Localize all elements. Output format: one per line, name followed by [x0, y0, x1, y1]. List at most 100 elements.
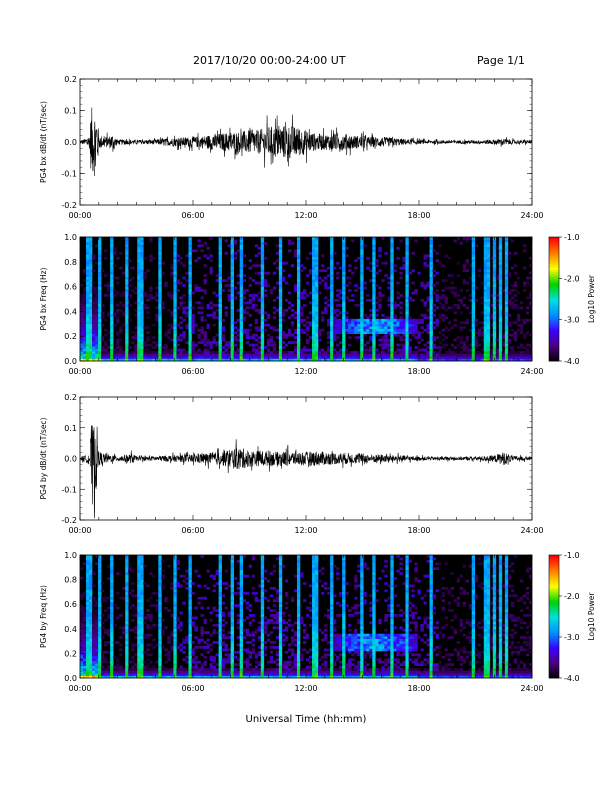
spectrogram-cell: [405, 274, 409, 277]
spectrogram-cell: [98, 572, 102, 575]
spectrogram-cell: [516, 358, 521, 362]
spectrogram-cell: [110, 256, 114, 260]
spectrogram-cell: [330, 241, 334, 245]
spectrogram-cell: [230, 256, 234, 260]
spectrogram-cell: [348, 343, 352, 347]
colorbar-cell: [549, 241, 559, 244]
spectrogram-cell: [251, 336, 256, 339]
spectrogram-cell: [173, 633, 177, 637]
spectrogram-cell: [369, 269, 373, 273]
spectrogram-cell: [125, 564, 129, 568]
spectrogram-cell: [486, 316, 491, 320]
spectrogram-cell: [342, 251, 346, 255]
spectrogram-cell: [95, 668, 99, 671]
spectrogram-cell: [158, 274, 162, 277]
spectrogram-cell: [441, 328, 445, 332]
spectrogram-cell: [89, 338, 93, 342]
spectrogram-cell: [149, 259, 153, 263]
spectrogram-cell: [95, 555, 99, 558]
spectrogram-cell: [263, 318, 268, 322]
spectrogram-cell: [95, 318, 99, 322]
spectrogram-cell: [161, 358, 165, 362]
spectrogram-cell: [110, 254, 114, 258]
spectrogram-cell: [113, 356, 117, 359]
spectrogram-cell: [360, 241, 364, 245]
spectrogram-cell: [492, 348, 497, 352]
spectrogram-cell: [194, 658, 198, 662]
spectrogram-cell: [393, 356, 397, 359]
spectrogram-cell: [95, 294, 99, 297]
spectrogram-cell: [188, 256, 192, 260]
spectrogram-cell: [182, 646, 186, 649]
spectrogram-cell: [522, 244, 527, 248]
spectrogram-cell: [158, 650, 162, 654]
spectrogram-cell: [158, 562, 162, 566]
spectrogram-cell: [260, 281, 265, 285]
spectrogram-cell: [519, 356, 524, 359]
spectrogram-cell: [360, 259, 364, 263]
spectrogram-cell: [116, 281, 120, 285]
spectrogram-cell: [486, 271, 491, 275]
spectrogram-cell: [218, 303, 222, 307]
spectrogram-cell: [287, 341, 292, 344]
spectrogram-cell: [402, 356, 406, 359]
spectrogram-cell: [236, 348, 240, 352]
spectrogram-cell: [188, 589, 192, 593]
spectrogram-cell: [89, 577, 93, 580]
spectrogram-cell: [104, 348, 108, 352]
y-tick-label: 0.0: [64, 357, 77, 366]
spectrogram-cell: [480, 333, 485, 337]
spectrogram-cell: [212, 641, 216, 644]
spectrogram-cell: [158, 266, 162, 270]
spectrogram-cell: [372, 351, 376, 354]
spectrogram-cell: [468, 351, 473, 354]
spectrogram-cell: [155, 356, 159, 359]
spectrogram-cell: [257, 336, 262, 339]
spectrogram-cell: [426, 326, 430, 330]
spectrogram-cell: [152, 623, 156, 627]
spectrogram-cell: [465, 353, 470, 357]
spectrogram-cell: [119, 596, 123, 600]
spectrogram-cell: [218, 358, 222, 362]
spectrogram-cell: [188, 301, 192, 305]
spectrogram-cell: [230, 341, 234, 344]
spectrogram-cell: [128, 591, 132, 595]
spectrogram-cell: [161, 673, 165, 676]
spectrogram-cell: [113, 623, 117, 627]
spectrogram-cell: [396, 281, 400, 285]
spectrogram-cell: [306, 294, 310, 297]
spectrogram-cell: [363, 244, 367, 248]
spectrogram-cell: [104, 356, 108, 359]
spectrogram-cell: [281, 353, 286, 357]
spectrogram-cell: [125, 633, 129, 637]
spectrogram-cell: [426, 281, 430, 285]
y-tick-label: 0.2: [64, 332, 77, 341]
spectrogram-cell: [98, 564, 102, 568]
spectrogram-cell: [312, 358, 316, 362]
spectrogram-cell: [342, 291, 346, 295]
spectrogram-cell: [336, 321, 340, 325]
spectrogram-cell: [474, 331, 479, 335]
spectrogram-cell: [158, 591, 162, 595]
spectrogram-cell: [80, 333, 84, 337]
spectrogram-cell: [209, 675, 213, 679]
spectrogram-cell: [218, 284, 222, 287]
spectrogram-cell: [444, 296, 448, 300]
spectrogram-cell: [89, 254, 93, 258]
spectrogram-cell: [119, 653, 123, 657]
spectrogram-cell: [137, 628, 141, 632]
y-tick-label: 0.8: [64, 258, 77, 267]
spectrogram-cell: [504, 313, 509, 317]
spectrogram-cell: [381, 358, 385, 362]
spectrogram-cell: [116, 276, 120, 280]
spectrogram-cell: [134, 594, 138, 598]
spectrogram-cell: [315, 264, 319, 268]
spectrogram-cell: [306, 274, 310, 277]
spectrogram-cell: [432, 321, 436, 325]
spectrogram-cell: [80, 318, 84, 322]
spectrogram-cell: [179, 611, 183, 615]
spectrogram-cell: [312, 296, 316, 300]
spectrogram-cell: [209, 301, 213, 305]
spectrogram-cell: [161, 271, 165, 275]
spectrogram-cell: [89, 348, 93, 352]
